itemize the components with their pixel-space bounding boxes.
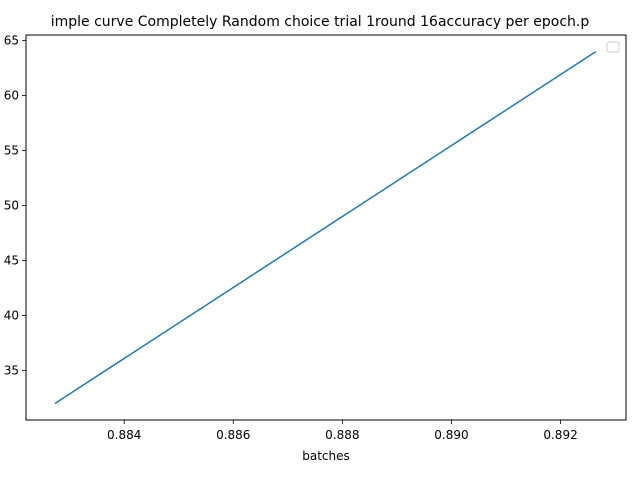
- legend-box: [606, 41, 620, 53]
- y-tick-label: 40: [4, 309, 19, 323]
- plot-frame: [25, 34, 627, 421]
- y-tick-label: 50: [4, 199, 19, 213]
- series-line-0: [54, 50, 597, 405]
- y-tick-label: 45: [4, 254, 19, 268]
- x-tick-label: 0.890: [434, 428, 468, 442]
- y-tick-label: 35: [4, 364, 19, 378]
- x-axis-label: batches: [302, 449, 350, 463]
- legend: [606, 41, 620, 53]
- y-tick-label: 55: [4, 144, 19, 158]
- x-tick-label: 0.886: [216, 428, 250, 442]
- x-tick-label: 0.884: [107, 428, 141, 442]
- y-tick-label: 65: [4, 34, 19, 48]
- x-tick-label: 0.888: [325, 428, 359, 442]
- y-tick-label: 60: [4, 89, 19, 103]
- chart-title: imple curve Completely Random choice tri…: [51, 14, 590, 30]
- x-tick-label: 0.892: [543, 428, 577, 442]
